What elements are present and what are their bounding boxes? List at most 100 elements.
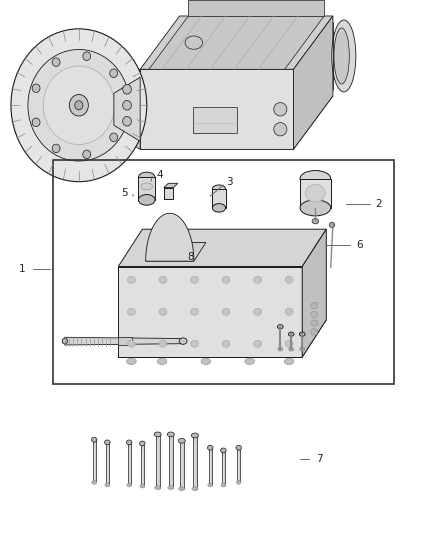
Ellipse shape (285, 340, 293, 348)
Ellipse shape (32, 118, 40, 126)
Ellipse shape (69, 94, 88, 116)
Ellipse shape (254, 308, 261, 315)
Bar (180, 441, 184, 489)
Ellipse shape (278, 325, 283, 329)
Ellipse shape (300, 348, 304, 351)
Bar (138, 177, 155, 200)
Ellipse shape (167, 432, 174, 437)
Polygon shape (146, 243, 206, 261)
Ellipse shape (289, 332, 294, 336)
Ellipse shape (75, 101, 83, 110)
Ellipse shape (254, 276, 261, 284)
Ellipse shape (289, 348, 294, 351)
Polygon shape (118, 229, 326, 266)
Ellipse shape (191, 308, 198, 315)
Ellipse shape (83, 52, 91, 60)
Polygon shape (146, 213, 194, 261)
Ellipse shape (221, 483, 226, 487)
Ellipse shape (254, 340, 261, 348)
Text: 7: 7 (316, 455, 323, 464)
Polygon shape (65, 337, 183, 345)
Ellipse shape (191, 340, 198, 348)
Ellipse shape (185, 36, 202, 50)
Ellipse shape (192, 487, 198, 490)
Ellipse shape (159, 276, 167, 284)
Ellipse shape (138, 172, 155, 183)
Ellipse shape (208, 446, 213, 450)
Ellipse shape (329, 222, 335, 228)
Text: 8: 8 (187, 252, 194, 262)
Ellipse shape (159, 340, 167, 348)
Ellipse shape (179, 487, 185, 490)
Ellipse shape (278, 348, 283, 351)
Ellipse shape (212, 204, 226, 212)
Ellipse shape (311, 320, 318, 326)
Ellipse shape (299, 332, 305, 336)
Ellipse shape (212, 185, 226, 193)
Ellipse shape (123, 84, 131, 94)
Ellipse shape (140, 441, 145, 446)
Bar (156, 434, 159, 488)
Polygon shape (118, 320, 326, 357)
Ellipse shape (236, 446, 241, 450)
Bar (128, 442, 131, 485)
Ellipse shape (127, 440, 132, 445)
Ellipse shape (127, 276, 135, 284)
Ellipse shape (274, 102, 287, 116)
Bar (222, 450, 225, 485)
Ellipse shape (127, 358, 136, 365)
Bar (193, 107, 237, 133)
Polygon shape (188, 0, 324, 16)
Ellipse shape (62, 338, 67, 344)
Polygon shape (118, 266, 302, 357)
Ellipse shape (140, 484, 145, 488)
Ellipse shape (127, 308, 135, 315)
Ellipse shape (221, 448, 226, 453)
Ellipse shape (191, 276, 198, 284)
Polygon shape (140, 96, 333, 149)
Ellipse shape (123, 100, 131, 110)
Ellipse shape (285, 308, 293, 315)
Ellipse shape (311, 329, 318, 335)
Bar (212, 189, 226, 208)
Ellipse shape (154, 432, 161, 437)
Polygon shape (140, 69, 293, 149)
Ellipse shape (83, 150, 91, 159)
Ellipse shape (92, 437, 97, 442)
Ellipse shape (155, 486, 161, 489)
Ellipse shape (332, 20, 356, 92)
Ellipse shape (191, 433, 198, 438)
Ellipse shape (110, 69, 118, 77)
Bar (93, 440, 95, 482)
Ellipse shape (157, 358, 167, 365)
Ellipse shape (237, 481, 241, 484)
Bar (141, 443, 144, 486)
Ellipse shape (11, 29, 147, 182)
Ellipse shape (138, 195, 155, 205)
Text: 5: 5 (121, 188, 128, 198)
Ellipse shape (32, 84, 40, 93)
Ellipse shape (127, 340, 135, 348)
Ellipse shape (52, 144, 60, 152)
Ellipse shape (201, 358, 211, 365)
Ellipse shape (92, 481, 96, 484)
Ellipse shape (168, 486, 174, 489)
Ellipse shape (305, 184, 325, 202)
Ellipse shape (312, 219, 319, 224)
Ellipse shape (284, 358, 294, 365)
Ellipse shape (105, 483, 110, 487)
Bar (208, 448, 212, 485)
Ellipse shape (311, 302, 318, 309)
Bar (106, 442, 109, 485)
Ellipse shape (285, 276, 293, 284)
Text: 2: 2 (375, 199, 382, 209)
Ellipse shape (52, 58, 60, 67)
Polygon shape (131, 69, 140, 149)
Ellipse shape (222, 276, 230, 284)
Ellipse shape (179, 338, 187, 344)
Bar (169, 434, 173, 488)
Polygon shape (302, 229, 326, 357)
Ellipse shape (334, 28, 350, 84)
Bar (164, 188, 173, 199)
Ellipse shape (245, 358, 254, 365)
